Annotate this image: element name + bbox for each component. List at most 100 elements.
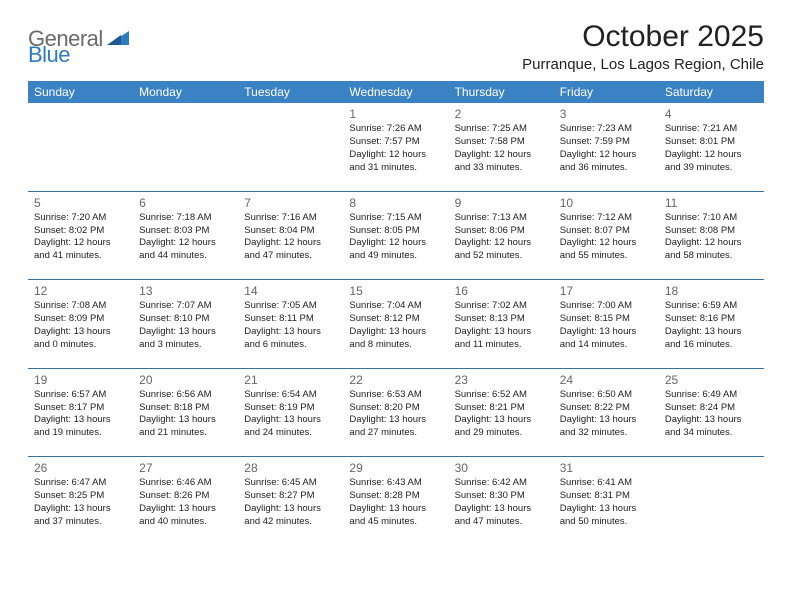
sunrise-line: Sunrise: 6:42 AM xyxy=(455,477,548,490)
day-number: 28 xyxy=(244,460,337,476)
sunrise-line: Sunrise: 6:53 AM xyxy=(349,389,442,402)
sunrise-line: Sunrise: 6:59 AM xyxy=(665,300,758,313)
daylight-line: Daylight: 13 hours and 29 minutes. xyxy=(455,414,548,440)
day-cell: 6Sunrise: 7:18 AMSunset: 8:03 PMDaylight… xyxy=(133,192,238,280)
header-row-days: Sunday Monday Tuesday Wednesday Thursday… xyxy=(28,81,764,103)
daylight-line: Daylight: 13 hours and 32 minutes. xyxy=(560,414,653,440)
sunrise-line: Sunrise: 7:00 AM xyxy=(560,300,653,313)
sunrise-line: Sunrise: 6:57 AM xyxy=(34,389,127,402)
day-number: 30 xyxy=(455,460,548,476)
day-cell: 13Sunrise: 7:07 AMSunset: 8:10 PMDayligh… xyxy=(133,280,238,368)
day-cell xyxy=(659,457,764,545)
day-number: 22 xyxy=(349,372,442,388)
day-cell: 5Sunrise: 7:20 AMSunset: 8:02 PMDaylight… xyxy=(28,192,133,280)
daylight-line: Daylight: 13 hours and 34 minutes. xyxy=(665,414,758,440)
sunset-line: Sunset: 8:27 PM xyxy=(244,490,337,503)
day-number: 19 xyxy=(34,372,127,388)
week-row: 12Sunrise: 7:08 AMSunset: 8:09 PMDayligh… xyxy=(28,280,764,368)
daylight-line: Daylight: 12 hours and 33 minutes. xyxy=(455,149,548,175)
sunset-line: Sunset: 8:20 PM xyxy=(349,402,442,415)
sunset-line: Sunset: 8:16 PM xyxy=(665,313,758,326)
daylight-line: Daylight: 12 hours and 31 minutes. xyxy=(349,149,442,175)
day-cell: 8Sunrise: 7:15 AMSunset: 8:05 PMDaylight… xyxy=(343,192,448,280)
logo-line2: Blue xyxy=(28,42,70,68)
col-friday: Friday xyxy=(554,81,659,103)
sunset-line: Sunset: 8:24 PM xyxy=(665,402,758,415)
sunset-line: Sunset: 8:06 PM xyxy=(455,225,548,238)
sunset-line: Sunset: 8:09 PM xyxy=(34,313,127,326)
daylight-line: Daylight: 13 hours and 40 minutes. xyxy=(139,503,232,529)
day-number: 21 xyxy=(244,372,337,388)
location-line: Purranque, Los Lagos Region, Chile xyxy=(28,56,764,73)
day-cell: 22Sunrise: 6:53 AMSunset: 8:20 PMDayligh… xyxy=(343,369,448,457)
sunrise-line: Sunrise: 7:07 AM xyxy=(139,300,232,313)
calendar-body: 1Sunrise: 7:26 AMSunset: 7:57 PMDaylight… xyxy=(28,103,764,545)
sunset-line: Sunset: 8:21 PM xyxy=(455,402,548,415)
day-number: 31 xyxy=(560,460,653,476)
sunset-line: Sunset: 8:15 PM xyxy=(560,313,653,326)
calendar-page: General October 2025 Blue Purranque, Los… xyxy=(0,0,792,612)
sunset-line: Sunset: 8:10 PM xyxy=(139,313,232,326)
day-cell: 17Sunrise: 7:00 AMSunset: 8:15 PMDayligh… xyxy=(554,280,659,368)
col-saturday: Saturday xyxy=(659,81,764,103)
sunrise-line: Sunrise: 7:05 AM xyxy=(244,300,337,313)
sunset-line: Sunset: 8:04 PM xyxy=(244,225,337,238)
header-row: General October 2025 xyxy=(28,20,764,54)
day-cell xyxy=(133,103,238,191)
sunrise-line: Sunrise: 7:10 AM xyxy=(665,212,758,225)
day-cell: 21Sunrise: 6:54 AMSunset: 8:19 PMDayligh… xyxy=(238,369,343,457)
sunrise-line: Sunrise: 7:16 AM xyxy=(244,212,337,225)
day-number: 10 xyxy=(560,195,653,211)
day-cell xyxy=(28,103,133,191)
sunrise-line: Sunrise: 6:49 AM xyxy=(665,389,758,402)
sunset-line: Sunset: 8:13 PM xyxy=(455,313,548,326)
week-row: 26Sunrise: 6:47 AMSunset: 8:25 PMDayligh… xyxy=(28,457,764,545)
sunset-line: Sunset: 8:22 PM xyxy=(560,402,653,415)
daylight-line: Daylight: 13 hours and 11 minutes. xyxy=(455,326,548,352)
col-sunday: Sunday xyxy=(28,81,133,103)
sunset-line: Sunset: 8:02 PM xyxy=(34,225,127,238)
daylight-line: Daylight: 13 hours and 3 minutes. xyxy=(139,326,232,352)
day-number: 27 xyxy=(139,460,232,476)
daylight-line: Daylight: 13 hours and 50 minutes. xyxy=(560,503,653,529)
daylight-line: Daylight: 13 hours and 37 minutes. xyxy=(34,503,127,529)
day-number: 8 xyxy=(349,195,442,211)
day-cell: 15Sunrise: 7:04 AMSunset: 8:12 PMDayligh… xyxy=(343,280,448,368)
sunrise-line: Sunrise: 7:26 AM xyxy=(349,123,442,136)
day-cell: 11Sunrise: 7:10 AMSunset: 8:08 PMDayligh… xyxy=(659,192,764,280)
day-number: 5 xyxy=(34,195,127,211)
day-number: 15 xyxy=(349,283,442,299)
sunrise-line: Sunrise: 6:50 AM xyxy=(560,389,653,402)
day-cell: 18Sunrise: 6:59 AMSunset: 8:16 PMDayligh… xyxy=(659,280,764,368)
daylight-line: Daylight: 13 hours and 27 minutes. xyxy=(349,414,442,440)
sunset-line: Sunset: 8:05 PM xyxy=(349,225,442,238)
sunrise-line: Sunrise: 6:45 AM xyxy=(244,477,337,490)
sunset-line: Sunset: 8:03 PM xyxy=(139,225,232,238)
daylight-line: Daylight: 12 hours and 41 minutes. xyxy=(34,237,127,263)
logo-triangle-icon xyxy=(107,29,129,50)
day-number: 29 xyxy=(349,460,442,476)
sunrise-line: Sunrise: 7:20 AM xyxy=(34,212,127,225)
day-cell: 24Sunrise: 6:50 AMSunset: 8:22 PMDayligh… xyxy=(554,369,659,457)
sunset-line: Sunset: 8:19 PM xyxy=(244,402,337,415)
day-cell: 9Sunrise: 7:13 AMSunset: 8:06 PMDaylight… xyxy=(449,192,554,280)
day-number: 16 xyxy=(455,283,548,299)
day-cell: 16Sunrise: 7:02 AMSunset: 8:13 PMDayligh… xyxy=(449,280,554,368)
daylight-line: Daylight: 12 hours and 55 minutes. xyxy=(560,237,653,263)
sunrise-line: Sunrise: 7:18 AM xyxy=(139,212,232,225)
day-cell: 2Sunrise: 7:25 AMSunset: 7:58 PMDaylight… xyxy=(449,103,554,191)
week-row: 1Sunrise: 7:26 AMSunset: 7:57 PMDaylight… xyxy=(28,103,764,191)
day-cell: 26Sunrise: 6:47 AMSunset: 8:25 PMDayligh… xyxy=(28,457,133,545)
sunrise-line: Sunrise: 6:54 AM xyxy=(244,389,337,402)
daylight-line: Daylight: 13 hours and 0 minutes. xyxy=(34,326,127,352)
day-cell: 12Sunrise: 7:08 AMSunset: 8:09 PMDayligh… xyxy=(28,280,133,368)
sunset-line: Sunset: 7:58 PM xyxy=(455,136,548,149)
day-cell: 30Sunrise: 6:42 AMSunset: 8:30 PMDayligh… xyxy=(449,457,554,545)
day-number: 17 xyxy=(560,283,653,299)
daylight-line: Daylight: 12 hours and 44 minutes. xyxy=(139,237,232,263)
day-number: 7 xyxy=(244,195,337,211)
week-row: 5Sunrise: 7:20 AMSunset: 8:02 PMDaylight… xyxy=(28,192,764,280)
sunrise-line: Sunrise: 6:47 AM xyxy=(34,477,127,490)
sunrise-line: Sunrise: 7:23 AM xyxy=(560,123,653,136)
day-number: 11 xyxy=(665,195,758,211)
